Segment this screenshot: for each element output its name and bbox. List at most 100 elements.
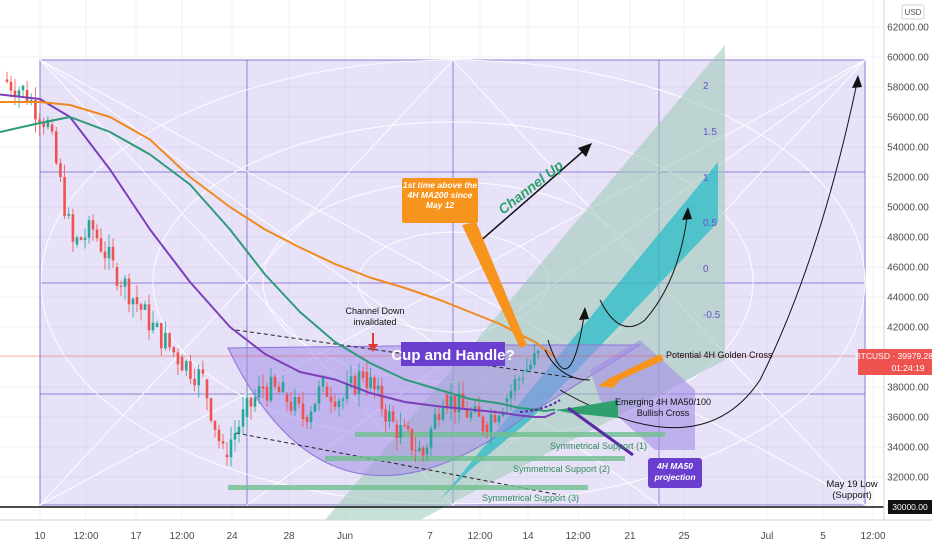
candle-body	[119, 285, 123, 287]
candle-body	[513, 379, 517, 392]
candle-body	[505, 398, 509, 402]
time-tick-label: 12:00	[565, 531, 590, 542]
candle-body	[147, 304, 151, 331]
time-tick-label: 14	[522, 531, 534, 542]
currency-label: USD	[905, 8, 922, 17]
price-tick-label: 62000.00	[887, 23, 929, 34]
candle-body	[273, 376, 277, 387]
price-tick-label: 38000.00	[887, 383, 929, 394]
golden-cross-arrow	[598, 354, 664, 388]
candle-body	[533, 353, 536, 365]
candle-body	[159, 323, 163, 349]
candle-body	[361, 371, 365, 379]
fib-labels: 2 1.5 1 0.5 0 -0.5	[703, 81, 721, 321]
ma50-projection-box	[648, 458, 702, 488]
time-tick-label: 17	[130, 531, 142, 542]
price-axis[interactable]	[884, 0, 932, 520]
candle-body	[399, 425, 402, 438]
price-axis-ticks: 30000.00 32000.00 34000.00 36000.00 38000.00…	[887, 23, 929, 514]
candle-body	[536, 351, 540, 354]
candle-body	[75, 237, 79, 245]
candle-body	[197, 369, 201, 386]
price-tick-label: 34000.00	[887, 443, 929, 454]
candle-body	[103, 251, 107, 259]
support-price-tag	[888, 500, 932, 514]
candle-body	[481, 416, 485, 432]
candle-body	[501, 412, 505, 417]
time-axis[interactable]	[0, 520, 932, 550]
cup-handle-box	[401, 342, 505, 366]
time-tick-label: 12:00	[467, 531, 492, 542]
candle-body	[445, 394, 449, 409]
first-time-box	[402, 178, 478, 223]
price-tick-label: 48000.00	[887, 233, 929, 244]
candle-body	[345, 383, 349, 399]
projection-arrow-head	[852, 75, 862, 88]
golden-cross-label: Potential 4H Golden Cross	[666, 350, 773, 360]
candle-body	[257, 386, 261, 398]
candle-body	[337, 400, 341, 407]
candle-body	[403, 425, 406, 427]
candle-body	[421, 447, 425, 456]
candle-body	[229, 439, 233, 458]
candle-body	[71, 214, 75, 242]
candle-body	[269, 376, 273, 401]
support-3-label: Symmetrical Support (3)	[482, 493, 579, 503]
time-tick-label: 25	[678, 531, 690, 542]
candle-body	[433, 414, 437, 429]
price-tick-label: 44000.00	[887, 293, 929, 304]
candle-body	[391, 411, 395, 422]
candle-body	[285, 394, 289, 402]
candle-body	[373, 377, 376, 390]
candle-body	[168, 333, 171, 348]
first-time-callout-arrow	[462, 222, 527, 348]
candle-body	[131, 298, 135, 305]
candle-body	[293, 396, 297, 411]
candle-body	[261, 386, 265, 389]
candle-body	[253, 397, 257, 407]
candle-body	[189, 361, 192, 379]
candle-body	[83, 237, 87, 240]
countdown-text: 01:24:19	[891, 363, 924, 373]
candle-body	[309, 411, 313, 423]
candle-body	[155, 323, 159, 327]
candle-body	[441, 407, 445, 420]
candle-body	[369, 377, 372, 388]
candle-body	[17, 90, 21, 98]
candle-body	[517, 378, 521, 380]
candle-body	[172, 347, 176, 353]
projection-arrow-head	[579, 307, 589, 320]
candle-body	[297, 396, 301, 404]
candle-body	[333, 401, 337, 407]
candle-body	[180, 357, 184, 371]
candle-body	[301, 403, 305, 420]
candle-body	[321, 376, 325, 387]
candle-body	[67, 214, 71, 216]
fib-label: 0	[703, 264, 709, 275]
candle-body	[410, 429, 414, 451]
projection-curves	[544, 77, 859, 428]
candle-body	[42, 123, 46, 128]
fib-label: 0.5	[703, 218, 717, 229]
candle-body	[143, 304, 147, 310]
ma-cross-arrow	[555, 400, 618, 418]
candle-body	[395, 424, 399, 438]
may19-low-label: May 19 Low (Support)	[826, 479, 878, 501]
candle-body	[9, 81, 13, 91]
candle-body	[489, 414, 493, 432]
support-price-text: 30000.00	[892, 502, 928, 512]
candle-body	[99, 238, 103, 252]
candle-body	[63, 177, 66, 216]
candle-body	[414, 450, 417, 452]
candle-body	[13, 90, 17, 98]
candle-body	[469, 411, 473, 418]
candle-body	[135, 297, 139, 305]
candle-body	[249, 397, 253, 407]
candle-body	[477, 406, 481, 417]
candle-body	[139, 304, 143, 310]
time-tick-label: 7	[427, 531, 433, 542]
candle-body	[265, 387, 269, 401]
candle-body	[213, 420, 217, 430]
candle-body	[281, 382, 285, 393]
